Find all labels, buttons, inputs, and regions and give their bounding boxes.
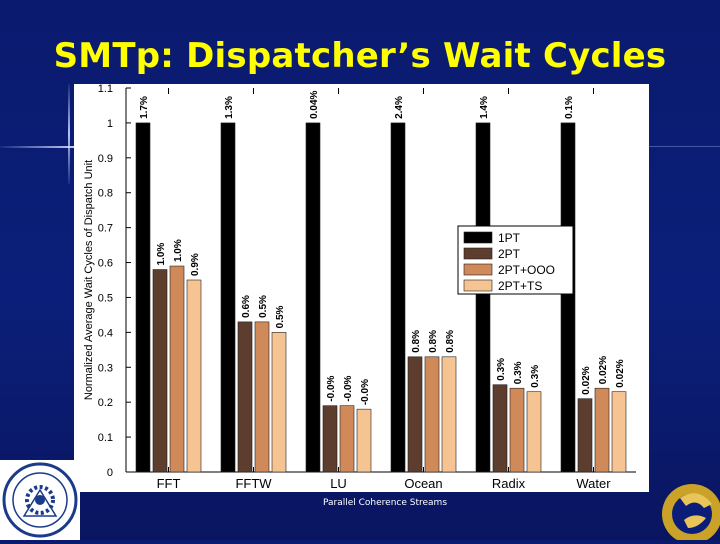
bar-value-label: 0.8% xyxy=(411,330,422,353)
bar-value-label: 0.3% xyxy=(530,365,541,388)
university-pegasus-logo xyxy=(650,468,720,544)
legend-swatch xyxy=(463,231,493,244)
bar-value-label: 1.3% xyxy=(224,96,235,119)
y-tick-label: 0.5 xyxy=(98,292,113,304)
bar-2pt xyxy=(152,269,168,473)
legend-label: 1PT xyxy=(498,231,521,245)
x-category-label: LU xyxy=(330,476,347,491)
bar-value-label: 0.5% xyxy=(275,305,286,328)
y-tick-label: 1 xyxy=(107,118,113,130)
bar-2pt-ooo xyxy=(339,405,355,473)
bar-2pt xyxy=(237,321,253,473)
bar-value-label: 0.8% xyxy=(445,330,456,353)
bar-2pt-ooo xyxy=(169,265,185,473)
bar-value-label: 0.02% xyxy=(581,366,592,394)
legend-swatch xyxy=(463,279,493,292)
bar-value-label: 1.0% xyxy=(173,239,184,262)
x-category-label: Radix xyxy=(492,476,526,491)
y-axis-label: Normalized Average Wait Cycles of Dispat… xyxy=(83,160,95,400)
bar-value-label: 0.9% xyxy=(190,253,201,276)
bar-2pt xyxy=(492,384,508,473)
x-category-label: Ocean xyxy=(404,476,442,491)
bar-1pt xyxy=(560,122,576,473)
bar-value-label: 1.7% xyxy=(139,96,150,119)
y-tick-label: 0.7 xyxy=(98,223,113,235)
bar-2pt-ts xyxy=(356,408,372,473)
y-tick-label: 0.1 xyxy=(98,432,113,444)
institute-seal-logo xyxy=(0,460,80,540)
institute-seal-icon xyxy=(2,462,78,538)
bar-value-label: 0.04% xyxy=(309,90,320,118)
bar-value-label: -0.0% xyxy=(343,375,354,401)
legend-swatch xyxy=(463,263,493,276)
decorative-horizontal-line xyxy=(0,146,80,148)
bar-2pt-ts xyxy=(271,332,287,473)
bar-1pt xyxy=(475,122,491,473)
legend-swatch xyxy=(463,247,493,260)
bar-2pt-ts xyxy=(441,356,457,473)
bar-value-label: 0.3% xyxy=(513,361,524,384)
bar-value-label: -0.0% xyxy=(360,379,371,405)
decorative-horizontal-line-right xyxy=(620,146,720,147)
x-category-label: Water xyxy=(576,476,611,491)
x-category-label: FFT xyxy=(157,476,181,491)
legend-label: 2PT+OOO xyxy=(498,263,555,277)
bar-2pt-ts xyxy=(526,391,542,473)
y-tick-label: 0.8 xyxy=(98,188,113,200)
bar-2pt xyxy=(407,356,423,473)
y-tick-label: 1.1 xyxy=(98,84,113,95)
bar-1pt xyxy=(390,122,406,473)
bar-value-label: 1.0% xyxy=(156,243,167,266)
decorative-vertical-line xyxy=(68,84,70,184)
bar-1pt xyxy=(305,122,321,473)
y-tick-label: 0.6 xyxy=(98,258,113,270)
bar-value-label: 0.3% xyxy=(496,358,507,381)
slide-footer: Parallel Coherence Streams xyxy=(322,498,448,508)
bar-2pt-ooo xyxy=(424,356,440,473)
bar-2pt-ooo xyxy=(594,387,610,473)
bar-value-label: 0.02% xyxy=(598,356,609,384)
bar-1pt xyxy=(135,122,151,473)
bar-2pt-ts xyxy=(186,279,202,473)
bar-2pt-ooo xyxy=(254,321,270,473)
bar-value-label: 0.1% xyxy=(564,96,575,119)
bar-value-label: 2.4% xyxy=(394,96,405,119)
bar-value-label: 0.02% xyxy=(615,359,626,387)
chart-panel: 0 0.1 0.2 0.3 0.4 0.5 0.6 0.7 0.8 0.9 1 1.1 Normaliz… xyxy=(74,84,649,492)
y-tick-label: 0.3 xyxy=(98,362,113,374)
y-tick-label: 0.9 xyxy=(98,153,113,165)
y-tick-label: 0.4 xyxy=(98,327,113,339)
bar-chart: 0 0.1 0.2 0.3 0.4 0.5 0.6 0.7 0.8 0.9 1 1.1 Normaliz… xyxy=(83,84,636,491)
y-tick-label: 0.2 xyxy=(98,397,113,409)
bar-value-label: 0.5% xyxy=(258,295,269,318)
bar-value-label: -0.0% xyxy=(326,375,337,401)
bar-2pt-ooo xyxy=(509,387,525,473)
legend-label: 2PT+TS xyxy=(498,279,542,293)
x-category-label: FFTW xyxy=(235,476,272,491)
bar-2pt xyxy=(322,405,338,473)
slide-title: SMTp: Dispatcher’s Wait Cycles xyxy=(53,36,667,76)
y-tick-label: 0 xyxy=(107,467,113,479)
bar-2pt xyxy=(577,398,593,473)
legend-label: 2PT xyxy=(498,247,521,261)
bar-value-label: 1.4% xyxy=(479,96,490,119)
bar-2pt-ts xyxy=(611,391,627,473)
bar-value-label: 0.8% xyxy=(428,330,439,353)
bar-1pt xyxy=(220,122,236,473)
pegasus-icon xyxy=(662,484,720,544)
bar-value-label: 0.6% xyxy=(241,295,252,318)
